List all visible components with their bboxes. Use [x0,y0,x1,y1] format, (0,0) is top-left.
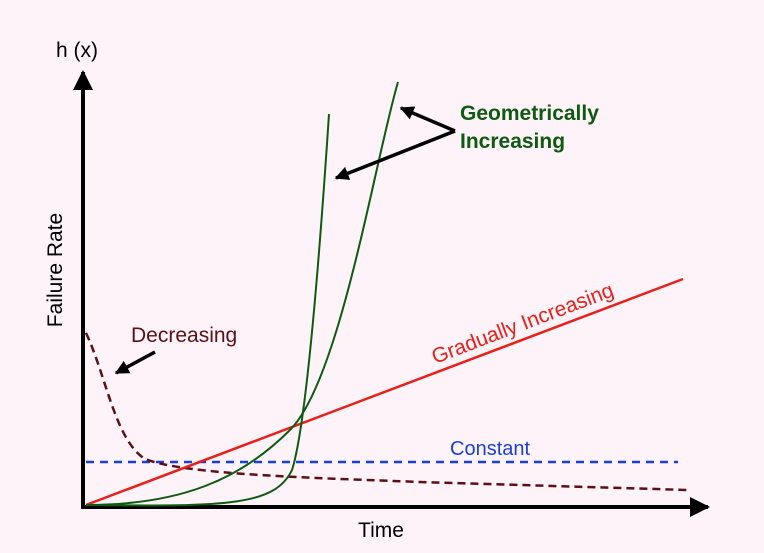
geometric-arrow-lower [334,129,456,180]
gradual-label: Gradually Increasing [429,279,617,369]
geometric-series-line-fast [85,113,330,507]
decreasing-arrow [114,350,156,375]
y-axis-title: h (x) [56,39,98,62]
y-axis-label: Failure Rate [44,213,67,327]
decreasing-label: Decreasing [131,324,237,347]
geometric-label-line2: Increasing [460,130,565,153]
decreasing-series-line [84,332,689,492]
geometric-arrow-upper [399,106,456,133]
geometric-series-line-slow [85,81,399,506]
geometric-label: Geometrically Increasing [460,102,605,153]
constant-label: Constant [450,438,530,460]
gradual-series-line [85,277,684,507]
geometric-label-line1: Geometrically [460,102,599,125]
x-axis-label: Time [358,519,404,542]
